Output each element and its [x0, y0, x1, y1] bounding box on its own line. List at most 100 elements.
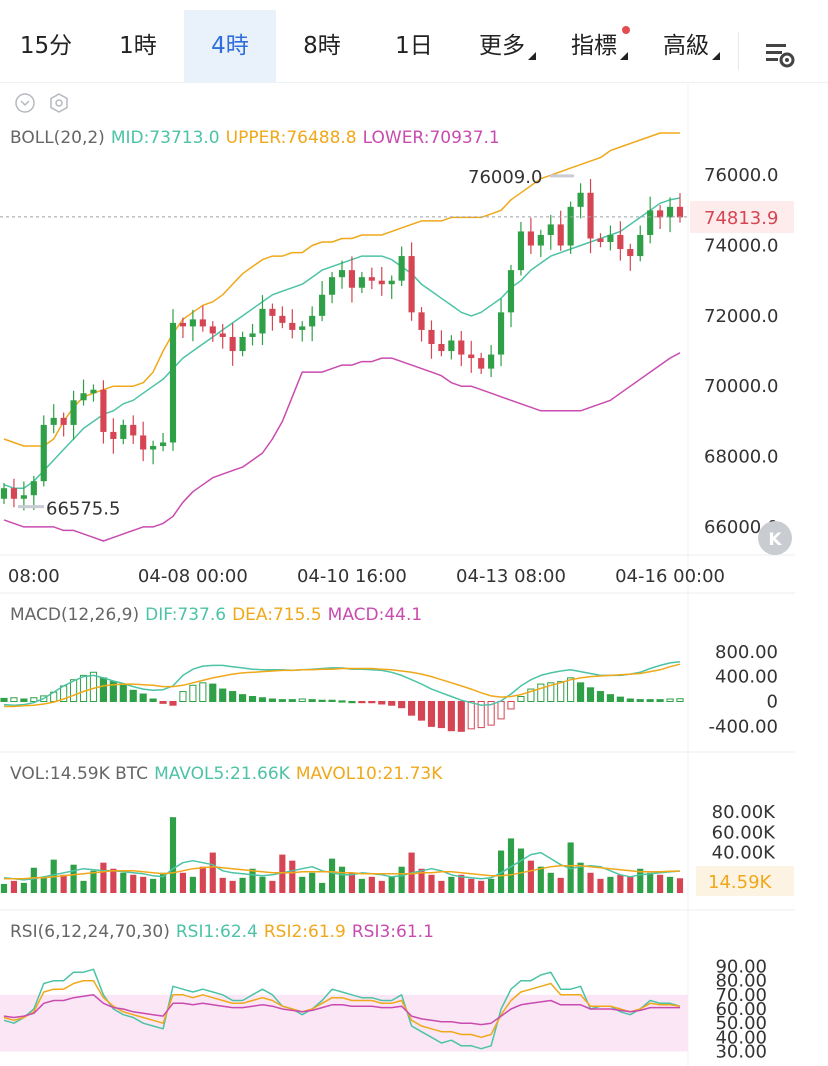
- volume-bar: [607, 876, 614, 893]
- volume-axis-tick: 40.00K: [712, 843, 777, 864]
- reset-view-glyph: K: [768, 530, 782, 550]
- candle-body: [319, 294, 326, 316]
- macd-histogram-bar: [457, 700, 465, 732]
- candle-body: [209, 326, 216, 334]
- macd-histogram-bar: [408, 700, 416, 716]
- candle-body: [617, 234, 624, 250]
- candle-body: [229, 336, 236, 352]
- macd-histogram-bar: [487, 700, 495, 726]
- macd-histogram-bar: [388, 700, 396, 706]
- candle-body: [269, 308, 276, 316]
- tab-1d[interactable]: 1日: [368, 10, 460, 82]
- candle-body: [657, 210, 664, 218]
- macd-histogram-bar: [209, 683, 217, 702]
- volume-bar: [140, 876, 147, 893]
- boll-lower: LOWER:70937.1: [362, 128, 500, 148]
- volume-bar: [666, 876, 674, 893]
- candle-body: [597, 238, 604, 242]
- tab-indicators[interactable]: 指標: [562, 10, 630, 82]
- candle-body: [140, 435, 147, 450]
- volume-bar: [279, 854, 286, 893]
- vol-legend: VOL:14.59K BTC MAVOL5:21.66K MAVOL10:21.73…: [10, 764, 448, 784]
- volume-bar: [408, 852, 415, 893]
- volume-bar: [577, 862, 584, 893]
- volume-bar: [20, 882, 27, 893]
- macd-histogram-bar: [517, 696, 525, 702]
- candle-body: [567, 206, 574, 246]
- candle-body: [418, 312, 425, 330]
- rsi-axis-tick: 70.00: [715, 985, 767, 1006]
- candle-body: [179, 322, 187, 327]
- candle-body: [328, 277, 336, 295]
- chart-settings-icon[interactable]: [758, 38, 798, 72]
- collapse-icon[interactable]: [14, 92, 36, 114]
- tab-divider: [738, 32, 739, 70]
- tab-8h[interactable]: 8時: [276, 10, 368, 82]
- tab-label: 更多: [479, 33, 525, 59]
- rsi-axis-tick: 50.00: [715, 1013, 767, 1034]
- boll-label: BOLL(20,2): [10, 128, 105, 148]
- boll-upper: UPPER:76488.8: [225, 128, 357, 148]
- candle-body: [368, 277, 375, 281]
- candle-body: [249, 333, 256, 337]
- candle-body: [40, 424, 47, 482]
- indicator-settings-icon[interactable]: [48, 92, 70, 114]
- macd-value: MACD:44.1: [327, 605, 423, 625]
- rsi-band: [0, 994, 688, 1052]
- macd-axis-tick: 0: [767, 691, 778, 712]
- macd-histogram-bar: [109, 681, 117, 702]
- candle-body: [60, 417, 67, 425]
- low-price-label: 66575.5: [46, 499, 120, 520]
- volume-bar: [428, 874, 435, 893]
- notification-dot-icon: [622, 26, 630, 34]
- volume-bar: [150, 878, 157, 893]
- rsi-axis-tick: 30.00: [715, 1042, 767, 1063]
- candle-body: [408, 256, 415, 313]
- rsi-axis-tick: 90.00: [715, 957, 767, 978]
- price-axis-tick: 66000.0: [704, 517, 778, 538]
- candle-body: [0, 488, 8, 499]
- tab-1h[interactable]: 1時: [92, 10, 184, 82]
- tab-more[interactable]: 更多: [470, 10, 536, 82]
- candle-body: [388, 280, 395, 285]
- volume-bar: [398, 866, 405, 893]
- macd-histogram-bar: [527, 688, 535, 702]
- tab-advanced[interactable]: 高級: [654, 10, 720, 82]
- boll-mid: MID:73713.0: [110, 128, 220, 148]
- rsi-3: RSI3:61.1: [351, 922, 434, 942]
- rsi-legend: RSI(6,12,24,70,30) RSI1:62.4 RSI2:61.9 RSI3…: [10, 922, 440, 942]
- volume-bar: [30, 867, 37, 893]
- candle-body: [438, 344, 445, 352]
- volume-bar: [676, 878, 684, 893]
- candle-body: [647, 210, 654, 235]
- volume-bar: [219, 877, 226, 893]
- macd-histogram-bar: [288, 699, 296, 702]
- candle-body: [219, 333, 226, 337]
- volume-bar: [587, 872, 594, 893]
- volume-bar: [537, 866, 544, 893]
- macd-histogram-bar: [338, 700, 346, 703]
- macd-histogram-bar: [248, 696, 257, 702]
- volume-bar: [229, 880, 236, 893]
- rsi-axis-tick: 60.00: [715, 999, 767, 1020]
- tab-4h[interactable]: 4時: [184, 10, 276, 82]
- timeframe-tabbar: 15分 1時 4時 8時 1日 更多 指標 高級: [0, 10, 828, 83]
- volume-bar: [647, 872, 654, 893]
- candle-body: [607, 234, 614, 242]
- candle-body: [20, 495, 27, 499]
- tab-label: 15分: [19, 33, 73, 59]
- macd-histogram-bar: [278, 699, 286, 702]
- volume-bar: [328, 858, 336, 893]
- macd-histogram-bar: [30, 697, 38, 702]
- candle-body: [50, 417, 57, 425]
- macd-histogram-bar: [567, 677, 575, 702]
- macd-histogram-bar: [308, 699, 316, 702]
- candle-body: [428, 329, 435, 344]
- macd-histogram-bar: [99, 677, 107, 702]
- rsi-rsi1-line: [3, 968, 681, 1050]
- volume-bar: [448, 876, 455, 893]
- candle-body: [130, 424, 137, 436]
- tab-15m[interactable]: 15分: [0, 10, 92, 82]
- macd-dif-line: [3, 660, 681, 706]
